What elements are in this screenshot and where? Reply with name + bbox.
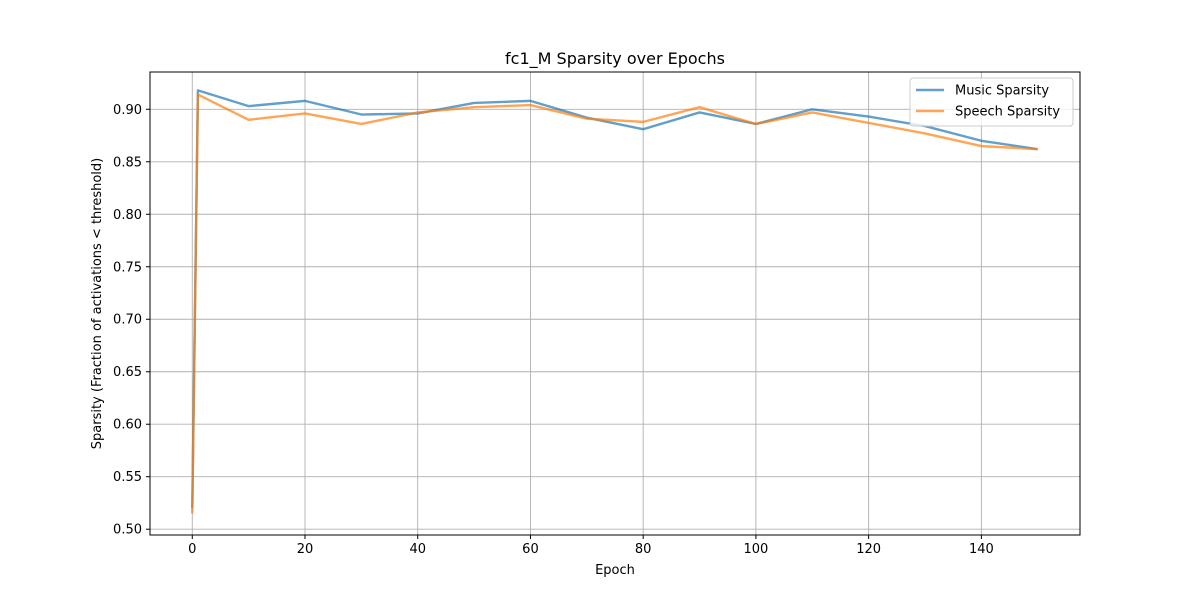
x-tick-label: 120 bbox=[856, 542, 881, 557]
x-tick-label: 40 bbox=[409, 542, 426, 557]
grid-layer bbox=[150, 72, 1080, 535]
x-axis-title: Epoch bbox=[595, 563, 635, 578]
y-tick-label: 0.55 bbox=[113, 470, 142, 485]
y-tick-label: 0.85 bbox=[113, 155, 142, 170]
y-tick-label: 0.75 bbox=[113, 260, 142, 275]
series-line-speech bbox=[191, 93, 1038, 514]
x-tick-label: 100 bbox=[743, 542, 768, 557]
x-tick-label: 60 bbox=[522, 542, 539, 557]
y-tick-label: 0.65 bbox=[113, 365, 142, 380]
y-axis-title: Sparsity (Fraction of activations < thre… bbox=[90, 158, 105, 450]
tick-layer: 0 20 40 60 80 100 120 140 0.50 0.55 0.60 0.65 0.70 0.… bbox=[113, 103, 994, 557]
x-tick-label: 80 bbox=[635, 542, 652, 557]
chart-title: fc1_M Sparsity over Epochs bbox=[505, 49, 725, 69]
y-tick-label: 0.90 bbox=[113, 103, 142, 118]
legend-label: Speech Sparsity bbox=[955, 105, 1060, 120]
x-tick-label: 140 bbox=[969, 542, 994, 557]
legend: Music Sparsity Speech Sparsity bbox=[909, 77, 1074, 127]
x-tick-label: 0 bbox=[188, 542, 196, 557]
y-tick-label: 0.60 bbox=[113, 418, 142, 433]
legend-box bbox=[909, 77, 1074, 127]
y-tick-label: 0.80 bbox=[113, 208, 142, 223]
y-tick-label: 0.50 bbox=[113, 523, 142, 538]
series-layer bbox=[191, 89, 1038, 514]
y-tick-label: 0.70 bbox=[113, 313, 142, 328]
x-tick-label: 20 bbox=[297, 542, 314, 557]
legend-label: Music Sparsity bbox=[955, 84, 1049, 99]
plot-frame bbox=[149, 71, 1081, 536]
